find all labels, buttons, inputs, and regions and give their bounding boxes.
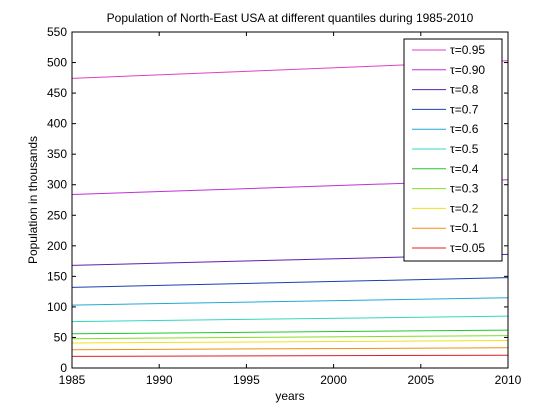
legend-label: τ=0.5 xyxy=(450,142,479,156)
legend-label: τ=0.2 xyxy=(450,201,479,215)
plot-area xyxy=(71,31,509,369)
y-tick-label: 450 xyxy=(47,86,67,100)
legend: τ=0.95 τ=0.90 τ=0.8 τ=0.7 τ=0.6 τ=0.5 τ=0.4 τ=0… xyxy=(403,38,503,262)
series-line-10 xyxy=(71,354,509,357)
legend-label: τ=0.05 xyxy=(450,241,485,255)
x-axis: 1985 1990 1995 2000 2005 2010 xyxy=(59,32,522,387)
x-tick-label: 1995 xyxy=(233,373,260,387)
y-tick-label: 200 xyxy=(47,239,67,253)
series-line-3 xyxy=(71,277,509,288)
y-tick-label: 100 xyxy=(47,300,67,314)
x-tick-label: 1985 xyxy=(59,373,86,387)
y-tick-label: 350 xyxy=(47,147,67,161)
legend-label: τ=0.7 xyxy=(450,102,479,116)
legend-label: τ=0.6 xyxy=(450,122,479,136)
x-tick-label: 1990 xyxy=(146,373,173,387)
y-tick-label: 500 xyxy=(47,56,67,70)
y-tick-label: 550 xyxy=(47,25,67,39)
x-tick-label: 2010 xyxy=(495,373,522,387)
y-tick-label: 0 xyxy=(60,361,67,375)
legend-label: τ=0.95 xyxy=(450,43,485,57)
series-line-7 xyxy=(71,335,509,340)
series-line-8 xyxy=(71,340,509,344)
x-tick-label: 2005 xyxy=(407,373,434,387)
y-tick-label: 300 xyxy=(47,178,67,192)
y-tick-label: 150 xyxy=(47,269,67,283)
legend-label: τ=0.1 xyxy=(450,221,479,235)
y-axis-label: Population in thousands xyxy=(26,136,40,264)
legend-label: τ=0.90 xyxy=(450,63,485,77)
lines-layer xyxy=(71,60,509,357)
x-axis-label: years xyxy=(275,389,304,403)
y-axis: 0 50 100 150 200 250 300 350 400 450 500 550 xyxy=(47,25,508,375)
legend-label: τ=0.8 xyxy=(450,83,479,97)
legend-label: τ=0.3 xyxy=(450,182,479,196)
series-line-4 xyxy=(71,297,509,306)
series-line-5 xyxy=(71,315,509,323)
y-tick-label: 250 xyxy=(47,208,67,222)
chart-title: Population of North-East USA at differen… xyxy=(107,11,474,25)
y-tick-label: 50 xyxy=(54,330,68,344)
legend-box xyxy=(403,38,503,262)
x-tick-label: 2000 xyxy=(320,373,347,387)
series-line-9 xyxy=(71,347,509,351)
legend-label: τ=0.4 xyxy=(450,162,479,176)
y-tick-label: 400 xyxy=(47,117,67,131)
series-line-6 xyxy=(71,329,509,335)
